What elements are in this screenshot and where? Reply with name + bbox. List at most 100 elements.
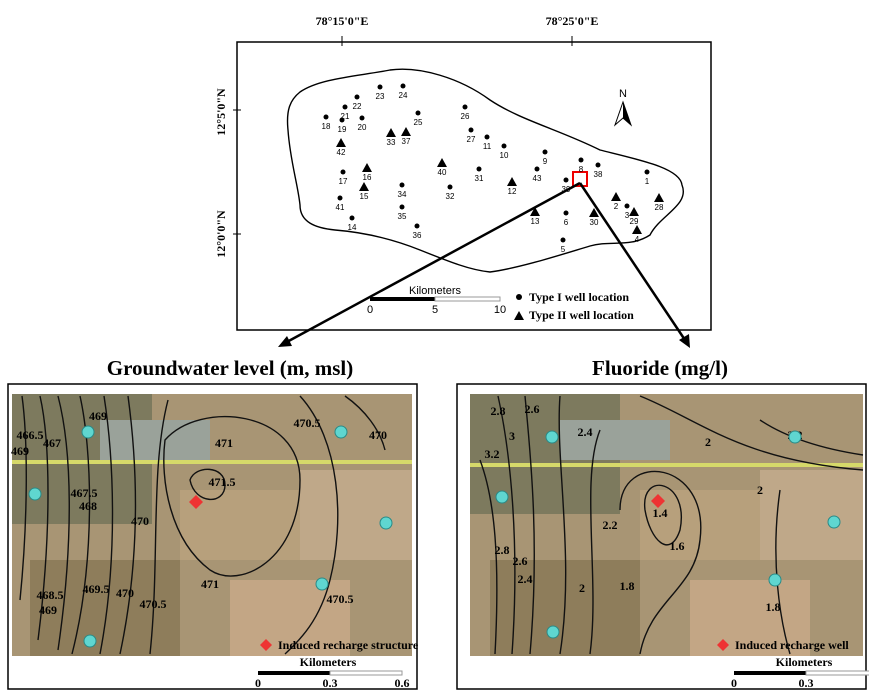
panel-title: Fluoride (mg/l) — [592, 356, 728, 380]
well-type1 — [343, 105, 348, 110]
well-type1 — [596, 163, 601, 168]
well-type1 — [400, 183, 405, 188]
well-label: 32 — [446, 192, 455, 201]
well-type1 — [360, 116, 365, 121]
well-label: 12 — [508, 187, 517, 196]
contour-label: 470 — [369, 428, 387, 442]
scale-bar — [806, 671, 869, 675]
well-type1 — [535, 167, 540, 172]
well-label: 39 — [562, 185, 571, 194]
well-type1 — [324, 115, 329, 120]
well-label: 15 — [360, 192, 369, 201]
scale-title: Kilometers — [300, 655, 357, 669]
scale-title: Kilometers — [409, 285, 461, 297]
contour-label: 2.8 — [495, 543, 510, 557]
well-label: 40 — [438, 168, 447, 177]
well-label: 41 — [336, 203, 345, 212]
contour-label: 471 — [215, 436, 233, 450]
contour-label: 467 — [43, 436, 61, 450]
well-label: 22 — [353, 102, 362, 111]
legend-label: Type II well location — [529, 308, 634, 322]
well-label: 2 — [614, 202, 619, 211]
scale-bar — [330, 671, 402, 675]
lat-label: 12°0'0"N — [214, 210, 228, 258]
monitoring-well — [335, 426, 347, 438]
scale-tick: 0.3 — [323, 676, 338, 690]
monitoring-well — [29, 488, 41, 500]
well-label: 35 — [398, 212, 407, 221]
contour-label: 469.5 — [83, 582, 110, 596]
contour-label: 1.8 — [766, 600, 781, 614]
well-type1 — [485, 135, 490, 140]
north-label: N — [619, 88, 627, 100]
well-label: 17 — [339, 177, 348, 186]
scale-bar — [435, 297, 500, 301]
well-label: 4 — [635, 235, 640, 244]
legend-label: Induced recharge structure — [278, 638, 419, 652]
well-type1 — [463, 105, 468, 110]
well-label: 27 — [467, 135, 476, 144]
well-label: 38 — [594, 170, 603, 179]
contour-label: 470.5 — [294, 416, 321, 430]
well-type1 — [378, 85, 383, 90]
monitoring-well — [84, 635, 96, 647]
well-label: 20 — [358, 123, 367, 132]
monitoring-well — [547, 626, 559, 638]
contour-label: 2.4 — [578, 425, 593, 439]
legend-label: Type I well location — [529, 290, 629, 304]
scale-title: Kilometers — [776, 655, 833, 669]
well-type1 — [401, 84, 406, 89]
contour-label: 2.4 — [518, 572, 533, 586]
contour-label: 1.8 — [620, 579, 635, 593]
well-label: 31 — [475, 174, 484, 183]
scale-tick: 0.6 — [395, 676, 410, 690]
contour-label: 471 — [201, 577, 219, 591]
monitoring-well — [82, 426, 94, 438]
lat-label: 12°5'0"N — [214, 88, 228, 136]
lon-label: 78°25'0"E — [546, 14, 599, 28]
contour-label: 2.8 — [491, 404, 506, 418]
contour-label: 470 — [116, 586, 134, 600]
monitoring-well — [769, 574, 781, 586]
well-label: 8 — [579, 165, 584, 174]
legend-symbol-type1 — [516, 294, 522, 300]
scale-tick: 0.3 — [799, 676, 814, 690]
well-label: 28 — [655, 203, 664, 212]
contour-label: 469 — [89, 409, 107, 423]
well-label: 19 — [338, 125, 347, 134]
well-type1 — [416, 111, 421, 116]
well-label: 29 — [630, 217, 639, 226]
page: body { margin: 0; background: #fff; font… — [0, 0, 869, 695]
well-type1 — [645, 170, 650, 175]
scale-tick: 0 — [731, 676, 737, 690]
well-label: 5 — [561, 245, 566, 254]
well-label: 10 — [500, 151, 509, 160]
well-type1 — [400, 205, 405, 210]
contour-label: 468 — [79, 499, 97, 513]
contour-label: 469 — [11, 444, 29, 458]
well-type1 — [341, 170, 346, 175]
contour-label: 467.5 — [71, 486, 98, 500]
lon-label: 78°15'0"E — [316, 14, 369, 28]
well-type1 — [355, 95, 360, 100]
figure: 78°15'0"E 78°25'0"E 12°5'0"N 12°0'0"N N Kilom… — [0, 0, 869, 695]
well-type1 — [564, 178, 569, 183]
contour-label: 468.5 — [37, 588, 64, 602]
well-label: 18 — [322, 122, 331, 131]
well-type1 — [350, 216, 355, 221]
monitoring-well — [316, 578, 328, 590]
well-label: 16 — [363, 173, 372, 182]
map-frame — [237, 42, 711, 330]
contour-label: 469 — [39, 603, 57, 617]
contour-label: 471.5 — [209, 475, 236, 489]
well-label: 6 — [564, 218, 569, 227]
contour-label: 2 — [705, 435, 711, 449]
well-type1 — [625, 204, 630, 209]
well-label: 34 — [398, 190, 407, 199]
well-label: 25 — [414, 118, 423, 127]
contour-label: 466.5 — [17, 428, 44, 442]
monitoring-well — [380, 517, 392, 529]
well-type1 — [564, 211, 569, 216]
well-type1 — [469, 128, 474, 133]
monitoring-well — [546, 431, 558, 443]
